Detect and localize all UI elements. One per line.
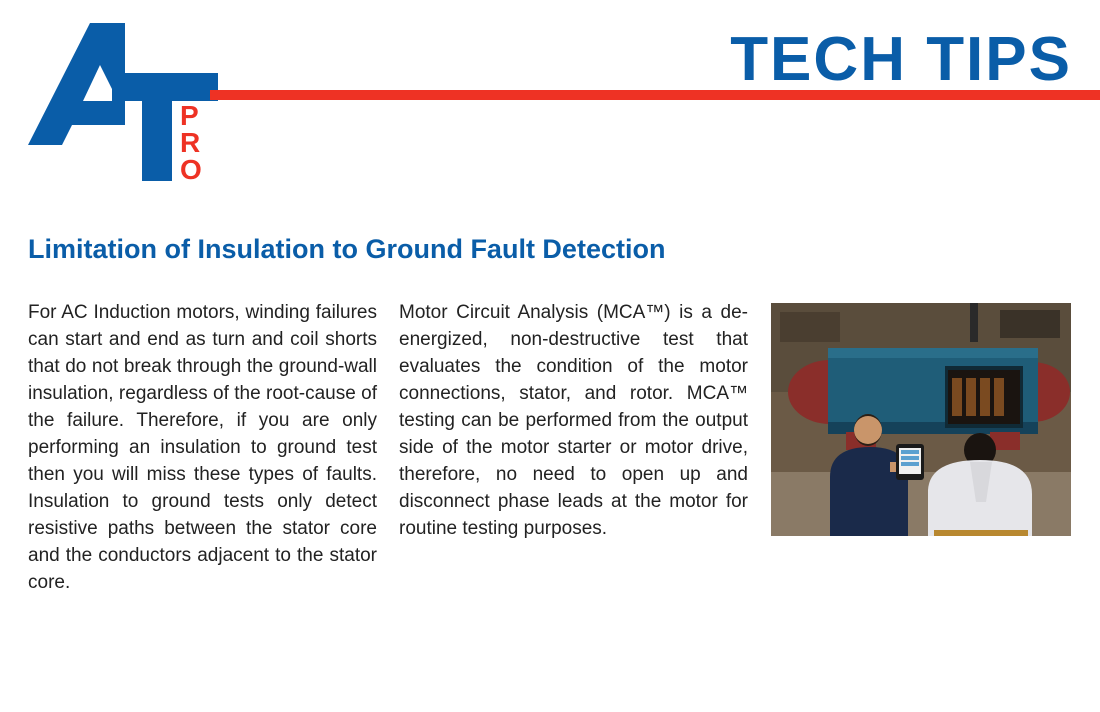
article-title: Limitation of Insulation to Ground Fault… [28, 234, 665, 265]
article-column-1: For AC Induction motors, winding failure… [28, 300, 377, 597]
svg-text:O: O [180, 154, 202, 185]
article-body: For AC Induction motors, winding failure… [28, 300, 1072, 597]
article-column-2: Motor Circuit Analysis (MCA™) is a de-en… [399, 300, 748, 597]
atpro-logo: P R O [20, 15, 230, 185]
page-header-title: TECH TIPS [730, 24, 1072, 95]
header-region: P R O TECH TIPS [0, 0, 1100, 195]
article-image [770, 302, 1072, 537]
header-divider [210, 90, 1100, 100]
